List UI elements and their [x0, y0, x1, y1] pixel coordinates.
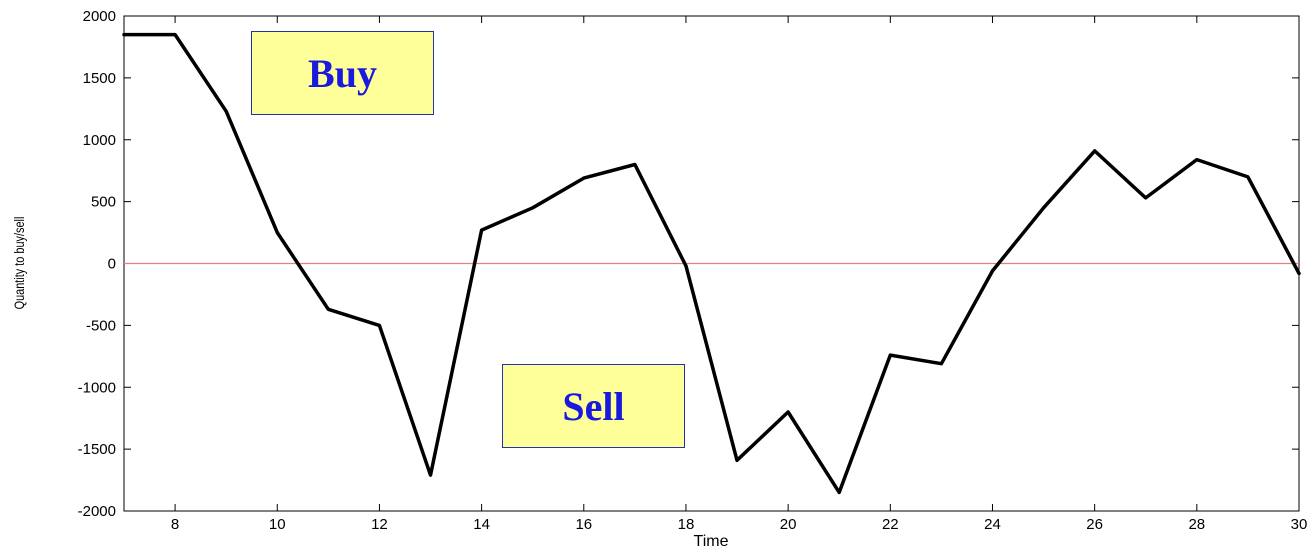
y-tick-label: 500: [91, 194, 116, 211]
buy-annotation: Buy: [251, 31, 434, 115]
x-tick-label: 28: [1188, 516, 1205, 533]
x-axis-label: Time: [694, 533, 729, 548]
x-tick-label: 10: [269, 516, 286, 533]
y-tick-label: -500: [86, 317, 116, 334]
y-tick-label: 0: [108, 256, 116, 273]
x-tick-label: 8: [171, 516, 179, 533]
y-tick-label: -2000: [78, 503, 116, 520]
x-tick-label: 30: [1291, 516, 1308, 533]
x-tick-label: 26: [1086, 516, 1103, 533]
sell-annotation: Sell: [502, 364, 685, 448]
x-tick-label: 14: [473, 516, 490, 533]
y-tick-label: 1500: [83, 70, 116, 87]
series-line: [122, 32, 1301, 495]
x-tick-label: 20: [780, 516, 797, 533]
x-tick-label: 18: [678, 516, 695, 533]
ticks-layer: 8 10 12 14 16 18 20 22 24 26 28 30 -2000 -1500 -1000 -5…: [78, 8, 1308, 533]
x-tick-label: 12: [371, 516, 388, 533]
y-axis-label: Quantity to buy/sell: [12, 217, 28, 310]
y-tick-label: -1000: [78, 379, 116, 396]
y-tick-label: 1000: [83, 132, 116, 149]
x-tick-label: 16: [575, 516, 592, 533]
series-layer: [122, 32, 1301, 495]
y-tick-label: -1500: [78, 441, 116, 458]
x-tick-label: 24: [984, 516, 1001, 533]
x-tick-label: 22: [882, 516, 899, 533]
y-tick-label: 2000: [83, 8, 116, 25]
